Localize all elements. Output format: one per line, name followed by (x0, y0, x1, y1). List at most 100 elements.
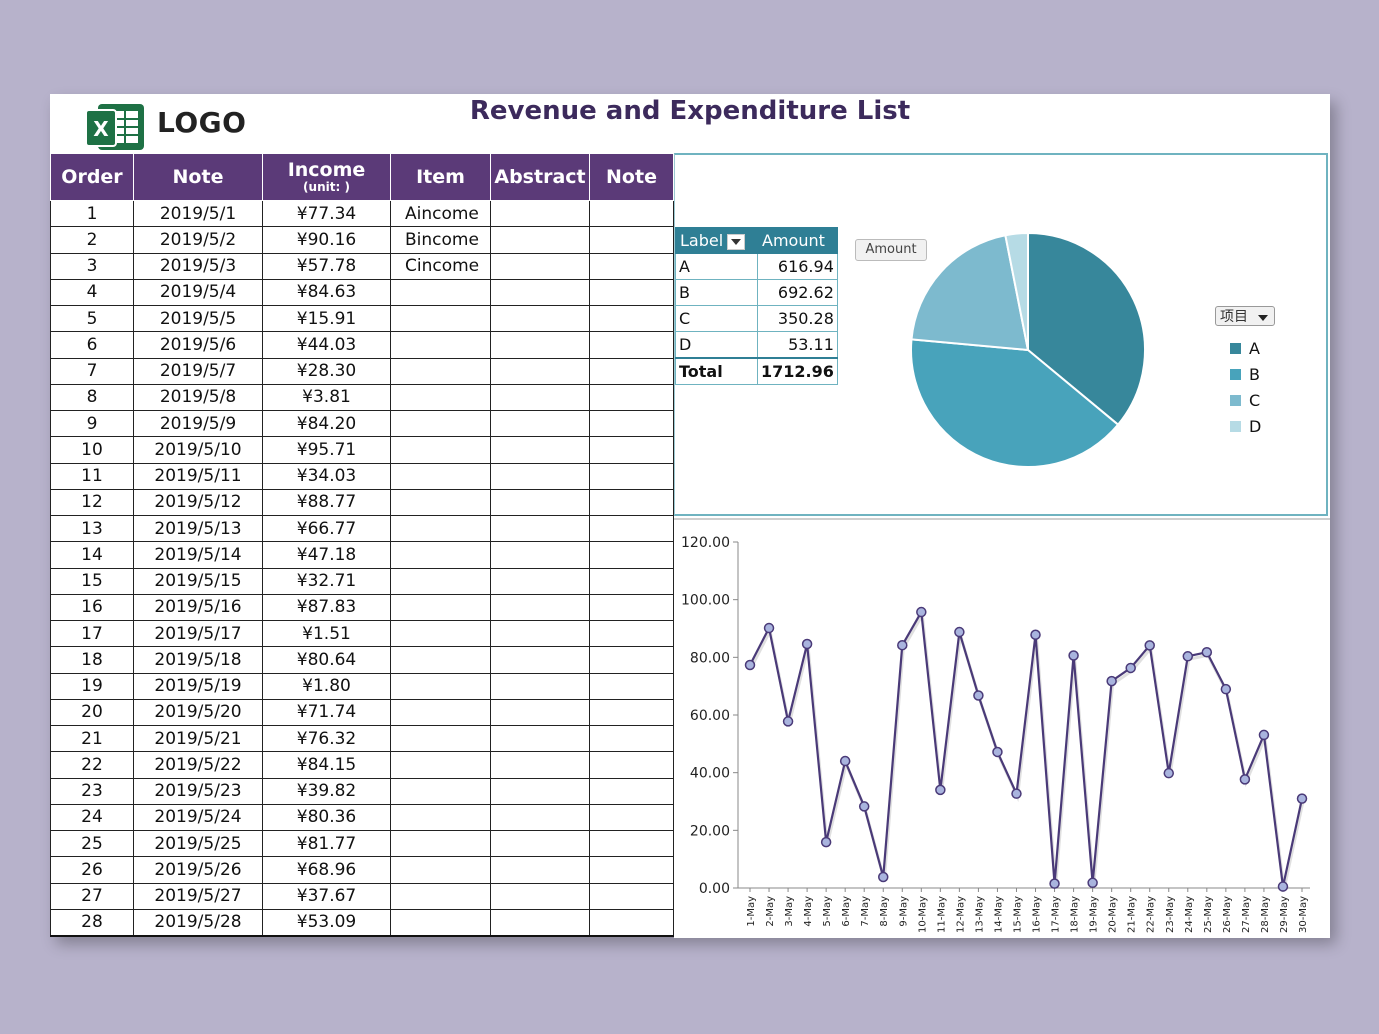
order-cell[interactable]: 3 (50, 252, 134, 280)
pivot-amount-cell[interactable]: 692.62 (757, 279, 838, 306)
note-cell[interactable] (589, 882, 674, 910)
date-cell[interactable]: 2019/5/4 (133, 278, 263, 307)
order-cell[interactable]: 27 (50, 882, 134, 910)
note-cell[interactable] (589, 829, 674, 858)
note-cell[interactable] (589, 856, 674, 884)
item-cell[interactable] (390, 856, 491, 884)
abstract-cell[interactable] (490, 803, 590, 832)
col-header-item[interactable]: Item (390, 153, 491, 201)
order-cell[interactable]: 18 (50, 646, 134, 674)
order-cell[interactable]: 2 (50, 226, 134, 254)
pivot-label-cell[interactable]: A (675, 253, 758, 280)
item-cell[interactable] (390, 777, 491, 805)
data-point[interactable] (935, 784, 946, 796)
abstract-cell[interactable] (490, 751, 590, 779)
item-cell[interactable] (390, 278, 491, 307)
order-cell[interactable]: 7 (50, 357, 134, 385)
item-cell[interactable] (390, 383, 491, 412)
col-header-income[interactable]: Income (unit: ) (262, 153, 391, 201)
data-point[interactable] (954, 626, 965, 638)
item-cell[interactable] (390, 541, 491, 569)
item-cell[interactable] (390, 698, 491, 727)
abstract-cell[interactable] (490, 514, 590, 543)
pivot-amount-header[interactable]: Amount (757, 227, 838, 254)
item-cell[interactable] (390, 436, 491, 464)
date-cell[interactable]: 2019/5/2 (133, 226, 263, 254)
note-cell[interactable] (589, 803, 674, 832)
filter-dropdown-icon[interactable] (727, 233, 746, 250)
data-point[interactable] (897, 639, 908, 651)
income-cell[interactable]: ¥68.96 (262, 856, 391, 884)
abstract-cell[interactable] (490, 698, 590, 727)
date-cell[interactable]: 2019/5/5 (133, 304, 263, 333)
abstract-cell[interactable] (490, 829, 590, 858)
legend-item[interactable]: D (1230, 413, 1261, 439)
legend-item[interactable]: A (1230, 335, 1261, 361)
order-cell[interactable]: 11 (50, 462, 134, 490)
income-cell[interactable]: ¥44.03 (262, 331, 391, 359)
abstract-cell[interactable] (490, 593, 590, 622)
date-cell[interactable]: 2019/5/22 (133, 751, 263, 779)
note-cell[interactable] (589, 409, 674, 438)
income-cell[interactable]: ¥77.34 (262, 199, 391, 228)
date-cell[interactable]: 2019/5/12 (133, 488, 263, 517)
abstract-cell[interactable] (490, 619, 590, 648)
date-cell[interactable]: 2019/5/15 (133, 567, 263, 595)
data-point[interactable] (1068, 650, 1079, 661)
date-cell[interactable]: 2019/5/8 (133, 383, 263, 412)
date-cell[interactable]: 2019/5/6 (133, 331, 263, 359)
item-cell[interactable]: Bincome (390, 226, 491, 254)
note-cell[interactable] (589, 724, 674, 753)
item-cell[interactable] (390, 514, 491, 543)
col-header-abstract[interactable]: Abstract (490, 153, 590, 201)
pie-slice-a[interactable] (1027, 231, 1146, 427)
pivot-amount-cell[interactable]: 53.11 (757, 331, 838, 359)
pie-slice-d[interactable] (1004, 231, 1029, 351)
date-cell[interactable]: 2019/5/11 (133, 462, 263, 490)
item-cell[interactable] (390, 304, 491, 333)
order-cell[interactable]: 5 (50, 304, 134, 333)
pie-slice-c[interactable] (910, 234, 1030, 352)
data-point[interactable] (1201, 646, 1213, 658)
income-cell[interactable]: ¥71.74 (262, 698, 391, 727)
data-point[interactable] (1277, 881, 1289, 892)
order-cell[interactable]: 4 (50, 278, 134, 307)
pivot-total-label[interactable]: Total (675, 357, 758, 385)
date-cell[interactable]: 2019/5/18 (133, 646, 263, 674)
date-cell[interactable]: 2019/5/14 (133, 541, 263, 569)
order-cell[interactable]: 20 (50, 698, 134, 727)
data-point[interactable] (1144, 640, 1155, 651)
order-cell[interactable]: 8 (50, 383, 134, 412)
abstract-cell[interactable] (490, 777, 590, 805)
pie-field-button[interactable]: Amount (855, 239, 927, 261)
date-cell[interactable]: 2019/5/25 (133, 829, 263, 858)
item-cell[interactable] (390, 409, 491, 438)
note-cell[interactable] (589, 567, 674, 595)
item-cell[interactable]: Cincome (390, 252, 491, 280)
date-cell[interactable]: 2019/5/23 (133, 777, 263, 805)
item-cell[interactable]: Aincome (390, 199, 491, 228)
income-cell[interactable]: ¥80.64 (262, 646, 391, 674)
order-cell[interactable]: 9 (50, 409, 134, 438)
abstract-cell[interactable] (490, 462, 590, 490)
income-cell[interactable]: ¥3.81 (262, 383, 391, 412)
data-point[interactable] (1296, 793, 1308, 804)
note-cell[interactable] (589, 199, 674, 228)
income-cell[interactable]: ¥15.91 (262, 304, 391, 333)
note-cell[interactable] (589, 593, 674, 622)
data-point[interactable] (1087, 877, 1098, 889)
data-point[interactable] (801, 638, 813, 650)
date-cell[interactable]: 2019/5/21 (133, 724, 263, 753)
order-cell[interactable]: 10 (50, 436, 134, 464)
date-cell[interactable]: 2019/5/24 (133, 803, 263, 832)
income-cell[interactable]: ¥32.71 (262, 567, 391, 595)
date-cell[interactable]: 2019/5/27 (133, 882, 263, 910)
item-cell[interactable] (390, 724, 491, 753)
item-cell[interactable] (390, 567, 491, 595)
data-point[interactable] (744, 659, 756, 671)
abstract-cell[interactable] (490, 252, 590, 280)
data-point[interactable] (1239, 774, 1251, 785)
item-cell[interactable] (390, 751, 491, 779)
data-point[interactable] (763, 622, 775, 634)
date-cell[interactable]: 2019/5/10 (133, 436, 263, 464)
